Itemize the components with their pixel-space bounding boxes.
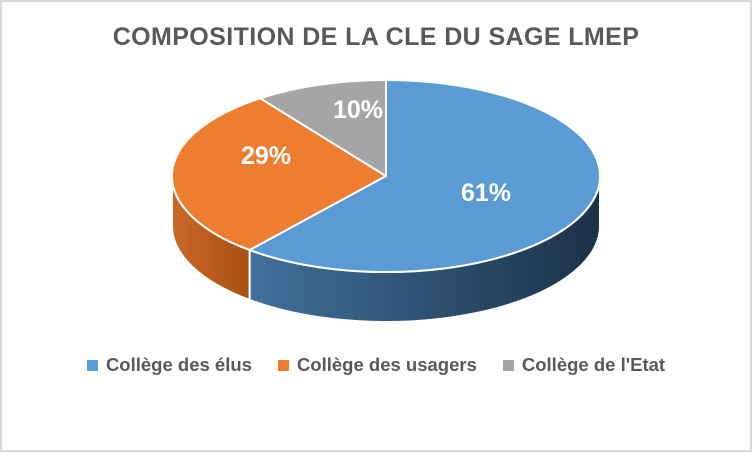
- legend-marker-gray-icon: [502, 359, 514, 371]
- pie-slice-1: [171, 97, 387, 251]
- legend-marker-orange-icon: [277, 359, 289, 371]
- legend-item-college-des-usagers: Collège des usagers: [277, 354, 477, 376]
- legend-item-college-de-l-etat: Collège de l'Etat: [502, 354, 666, 376]
- pie-data-label-0: 61%: [461, 179, 511, 207]
- pie-slice-2: [259, 79, 387, 177]
- legend-marker-blue-icon: [86, 359, 98, 371]
- legend-item-college-des-elus: Collège des élus: [86, 354, 252, 376]
- legend-label: Collège des élus: [105, 354, 252, 375]
- chart-title: COMPOSITION DE LA CLE DU SAGE LMEP: [112, 23, 640, 51]
- pie-slice-0: [248, 79, 601, 273]
- legend-label: Collège de l'Etat: [521, 354, 666, 375]
- pie-data-label-1: 29%: [241, 142, 291, 170]
- chart-legend: Collège des élus Collège des usagers Col…: [2, 347, 750, 383]
- legend-label: Collège des usagers: [296, 354, 477, 375]
- pie-data-label-2: 10%: [333, 96, 383, 124]
